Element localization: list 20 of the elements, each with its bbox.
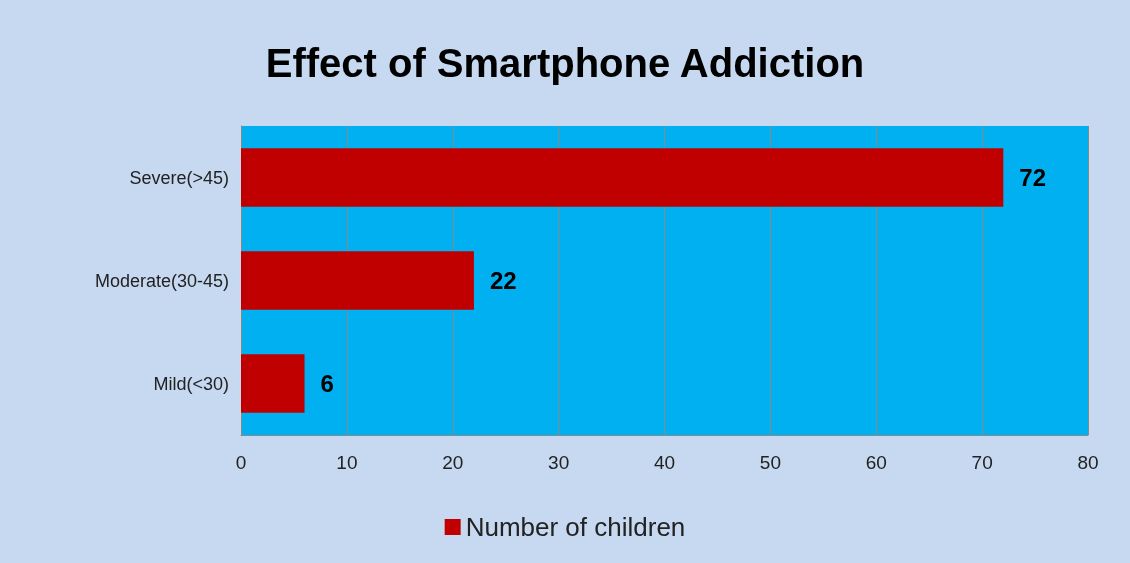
x-tick-label: 0: [235, 452, 247, 473]
chart-title: Effect of Smartphone Addiction: [265, 41, 865, 85]
x-tick-label: 60: [865, 452, 887, 473]
bar: [241, 148, 1004, 207]
x-tick-label: 20: [442, 452, 464, 473]
y-tick-label: Moderate(30-45): [94, 270, 229, 291]
x-tick-label: 50: [759, 452, 781, 473]
x-tick-label: 70: [971, 452, 993, 473]
bar: [241, 251, 474, 310]
data-label: 6: [320, 370, 334, 397]
bar: [241, 354, 305, 413]
x-tick-label: 10: [336, 452, 358, 473]
data-label: 72: [1019, 164, 1046, 191]
legend-label: Number of children: [465, 512, 686, 542]
data-label: 22: [489, 267, 517, 294]
x-tick-label: 40: [653, 452, 676, 473]
y-tick-label: Severe(>45): [129, 167, 229, 188]
x-tick-label: 80: [1077, 452, 1099, 473]
y-tick-label: Mild(<30): [153, 373, 229, 394]
x-tick-label: 30: [548, 452, 570, 473]
